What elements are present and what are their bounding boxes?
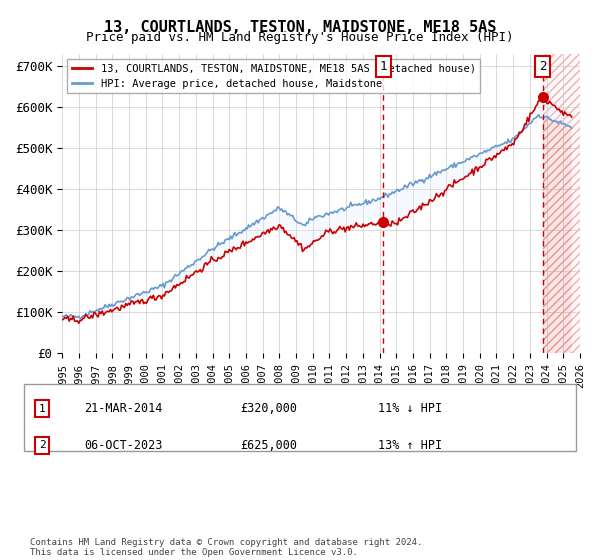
Legend: 13, COURTLANDS, TESTON, MAIDSTONE, ME18 5AS (detached house), HPI: Average price: 13, COURTLANDS, TESTON, MAIDSTONE, ME18 … (67, 59, 480, 93)
Text: 06-OCT-2023: 06-OCT-2023 (84, 438, 163, 452)
Text: 2: 2 (539, 60, 547, 73)
Text: Contains HM Land Registry data © Crown copyright and database right 2024.
This d: Contains HM Land Registry data © Crown c… (30, 538, 422, 557)
Text: £625,000: £625,000 (240, 438, 297, 452)
Text: 2: 2 (38, 440, 46, 450)
Text: £320,000: £320,000 (240, 402, 297, 416)
Text: 13, COURTLANDS, TESTON, MAIDSTONE, ME18 5AS: 13, COURTLANDS, TESTON, MAIDSTONE, ME18 … (104, 20, 496, 35)
Bar (542, 54, 580, 353)
Text: 1: 1 (379, 60, 387, 73)
Text: 1: 1 (38, 404, 46, 414)
Text: 21-MAR-2014: 21-MAR-2014 (84, 402, 163, 416)
Text: 11% ↓ HPI: 11% ↓ HPI (378, 402, 442, 416)
Text: Price paid vs. HM Land Registry's House Price Index (HPI): Price paid vs. HM Land Registry's House … (86, 31, 514, 44)
Text: 13% ↑ HPI: 13% ↑ HPI (378, 438, 442, 452)
